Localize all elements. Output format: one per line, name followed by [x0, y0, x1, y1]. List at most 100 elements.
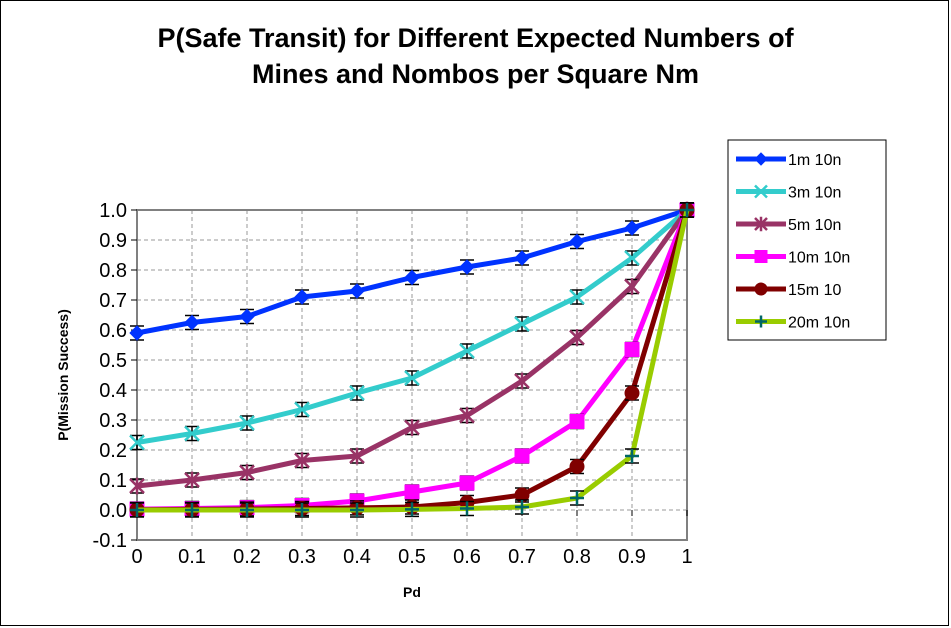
data-point [404, 484, 420, 500]
data-point [184, 471, 200, 489]
x-tick-label: 0.1 [178, 546, 206, 568]
data-point [130, 503, 144, 517]
chart-title: P(Safe Transit) for Different Expected N… [0, 20, 951, 92]
series-layer [129, 201, 695, 518]
series-5 [130, 202, 694, 518]
data-point [129, 434, 145, 451]
data-point [404, 269, 420, 286]
chart-title-line-2: Mines and Nombos per Square Nm [251, 59, 700, 89]
data-point [569, 233, 585, 250]
y-tick-label: 0.3 [99, 410, 127, 432]
data-point [129, 325, 145, 341]
x-tick-label: 0 [131, 546, 142, 568]
data-point [295, 503, 309, 517]
legend: 1m 10n 3m 10n 5m 10n 10m 10n 15m 10 20m 10n [727, 139, 887, 341]
x-axis-tick-labels: 0 0.1 0.2 0.3 0.4 0.5 0.6 0.7 0.8 0.9 1 [131, 510, 693, 568]
data-point [460, 501, 474, 516]
y-tick-label: 0.6 [99, 320, 127, 342]
legend-marker [755, 315, 767, 328]
x-tick-label: 0.3 [288, 546, 316, 568]
legend-item-3: 10m 10n [736, 250, 850, 267]
legend-item-2: 5m 10n [736, 216, 841, 234]
y-tick-label: 0.1 [99, 470, 127, 492]
data-point [624, 220, 640, 236]
legend-marker [754, 282, 768, 296]
data-point [514, 448, 530, 464]
data-point [349, 447, 365, 465]
legend-box [727, 139, 887, 341]
legend-marker [754, 184, 768, 199]
y-tick-label: 0.5 [99, 350, 127, 372]
data-point [184, 425, 200, 442]
x-tick-label: 0.6 [453, 546, 481, 568]
data-point [240, 503, 254, 517]
legend-label: 3m 10n [788, 185, 841, 202]
data-point [569, 459, 585, 474]
x-tick-label: 0.9 [618, 546, 646, 568]
data-point [570, 491, 584, 505]
data-point [514, 250, 530, 266]
y-tick-label: 1.0 [99, 200, 127, 222]
y-tick-label: -0.1 [93, 530, 127, 552]
x-axis-title: Pd [403, 584, 421, 600]
y-tick-label: 0.0 [99, 500, 127, 522]
legend-marker [754, 152, 768, 166]
x-tick-label: 0.7 [508, 546, 536, 568]
data-point [569, 414, 585, 429]
data-point [514, 316, 530, 332]
data-point [514, 372, 530, 390]
data-point [569, 289, 585, 305]
y-tick-label: 0.2 [99, 440, 127, 462]
chart-title-line-1: P(Safe Transit) for Different Expected N… [157, 23, 794, 53]
data-point [239, 308, 255, 325]
data-point [569, 329, 585, 346]
data-point [239, 464, 255, 481]
legend-label: 1m 10n [788, 152, 841, 169]
data-point [350, 503, 364, 517]
data-point [129, 477, 145, 495]
data-point [459, 343, 475, 359]
grid-lines [137, 210, 687, 541]
legend-label: 5m 10n [788, 217, 841, 234]
data-point [404, 370, 420, 386]
legend-item-4: 15m 10 [736, 282, 841, 299]
data-point [405, 502, 419, 517]
y-tick-label: 0.9 [99, 230, 127, 252]
data-point [625, 449, 639, 463]
legend-label: 15m 10 [788, 282, 841, 299]
y-tick-label: 0.4 [99, 380, 127, 402]
data-point [680, 203, 694, 217]
data-point [184, 314, 200, 331]
plot-area [136, 209, 688, 541]
legend-item-5: 20m 10n [736, 315, 850, 332]
legend-item-1: 3m 10n [736, 185, 841, 202]
series-1 [129, 202, 695, 451]
data-point [239, 415, 255, 431]
y-axis-title: P(Mission Success) [55, 309, 71, 441]
data-point [294, 289, 310, 305]
x-tick-label: 0.4 [343, 546, 371, 568]
y-tick-label: 0.7 [99, 290, 127, 312]
y-axis-tick-labels: -0.1 0.0 0.1 0.2 0.3 0.4 0.5 0.6 0.7 0.8 0.9 1.0 [93, 200, 137, 552]
data-point [624, 342, 640, 357]
data-point [624, 278, 640, 295]
x-tick-label: 0.2 [233, 546, 261, 568]
x-tick-label: 0.8 [563, 546, 591, 568]
legend-item-0: 1m 10n [736, 152, 841, 169]
legend-marker [754, 250, 768, 263]
y-tick-label: 0.8 [99, 260, 127, 282]
data-point [349, 385, 365, 401]
data-point [624, 250, 640, 266]
data-point [515, 500, 529, 514]
legend-label: 20m 10n [788, 315, 850, 332]
data-point [349, 283, 365, 299]
data-point [624, 385, 640, 401]
legend-marker [754, 216, 768, 232]
data-point [294, 452, 310, 469]
data-point [459, 259, 475, 275]
data-point [185, 503, 199, 517]
data-point [459, 407, 475, 424]
x-tick-label: 0.5 [398, 546, 426, 568]
x-tick-label: 1 [681, 546, 692, 568]
